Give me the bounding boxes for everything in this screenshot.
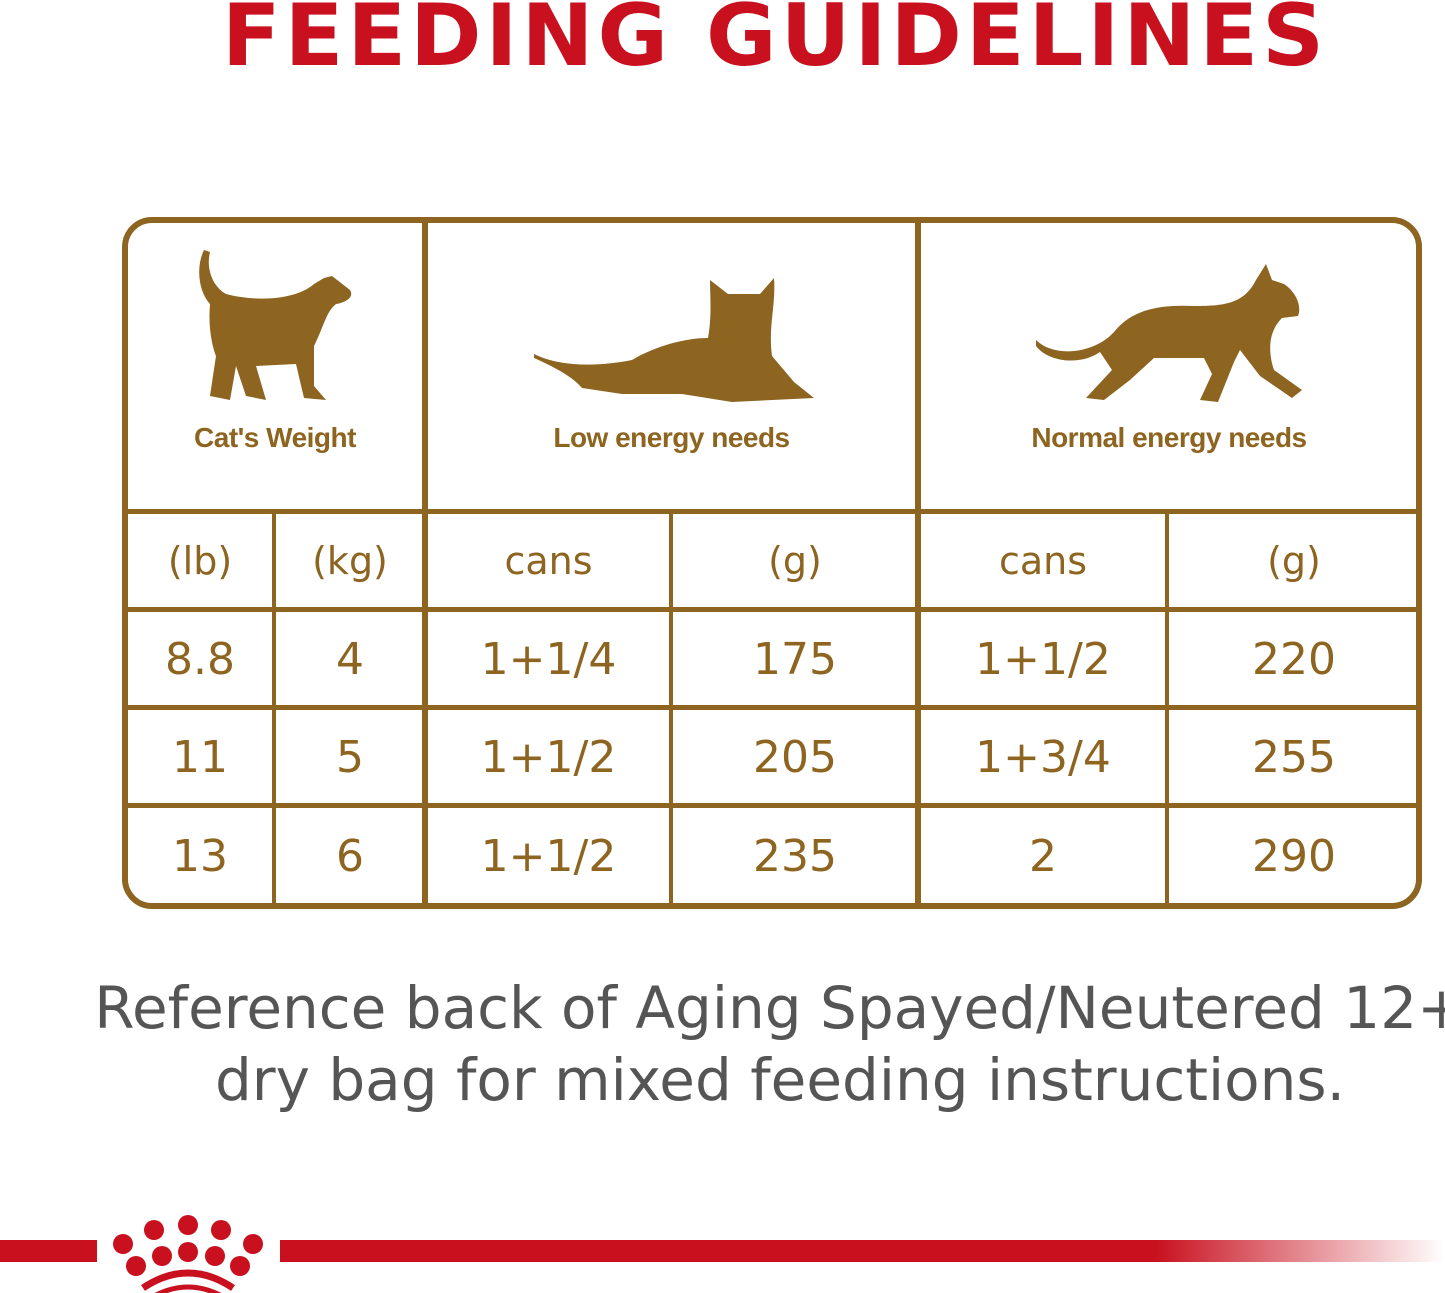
table-cell: 1+1/2 <box>975 633 1111 685</box>
table-cell: 1+1/2 <box>480 731 617 783</box>
table-cell: 11 <box>172 731 228 783</box>
royal-canin-crown-logo <box>113 1215 263 1293</box>
column-divider <box>1165 512 1169 908</box>
table-cell: 290 <box>1252 830 1336 882</box>
page-title: FEEDING GUIDELINES <box>221 0 1329 86</box>
row-divider <box>125 705 1422 710</box>
column-subheader: (kg) <box>312 539 388 583</box>
column-subheader: cans <box>504 539 593 583</box>
table-cell: 1+1/4 <box>480 633 617 685</box>
table-cell: 175 <box>753 633 837 685</box>
note-line-2: dry bag for mixed feeding instructions. <box>214 1046 1346 1114</box>
column-header: Cat's Weight <box>194 422 356 453</box>
table-cell: 220 <box>1252 633 1336 685</box>
walking-cat-icon <box>1036 264 1302 402</box>
column-subheader: cans <box>998 539 1088 583</box>
table-cell: 205 <box>753 731 837 783</box>
column-subheader: (lb) <box>167 539 233 583</box>
column-subheader: (g) <box>768 539 822 583</box>
row-divider <box>125 509 1422 514</box>
column-header: Normal energy needs <box>1031 422 1307 453</box>
row-divider <box>125 803 1422 808</box>
table-cell: 2 <box>1029 830 1057 882</box>
column-divider <box>669 512 673 908</box>
table-cell: 1+1/2 <box>480 830 617 882</box>
table-cell: 255 <box>1252 731 1336 783</box>
note-line-1: Reference back of Aging Spayed/Neutered … <box>94 974 1445 1042</box>
table-cell: 13 <box>172 830 228 882</box>
column-subheader: (g) <box>1267 539 1321 583</box>
lying-cat-icon <box>534 278 814 402</box>
table-cell: 235 <box>753 830 837 882</box>
table-cell: 4 <box>336 633 364 685</box>
table-cell: 1+3/4 <box>975 731 1111 783</box>
table-cell: 5 <box>336 731 364 783</box>
row-divider <box>125 607 1422 612</box>
footer-bar-left <box>0 1240 97 1262</box>
feeding-table <box>122 217 1422 909</box>
mixed-feeding-note: Reference back of Aging Spayed/Neutered … <box>0 972 1445 1116</box>
column-divider <box>422 220 428 908</box>
standing-cat-icon <box>199 250 352 400</box>
table-cell: 8.8 <box>165 633 235 685</box>
column-divider <box>272 512 276 908</box>
column-header: Low energy needs <box>553 422 790 453</box>
table-cell: 6 <box>336 830 364 882</box>
column-divider <box>915 220 921 908</box>
footer-bar-right <box>280 1240 1445 1262</box>
